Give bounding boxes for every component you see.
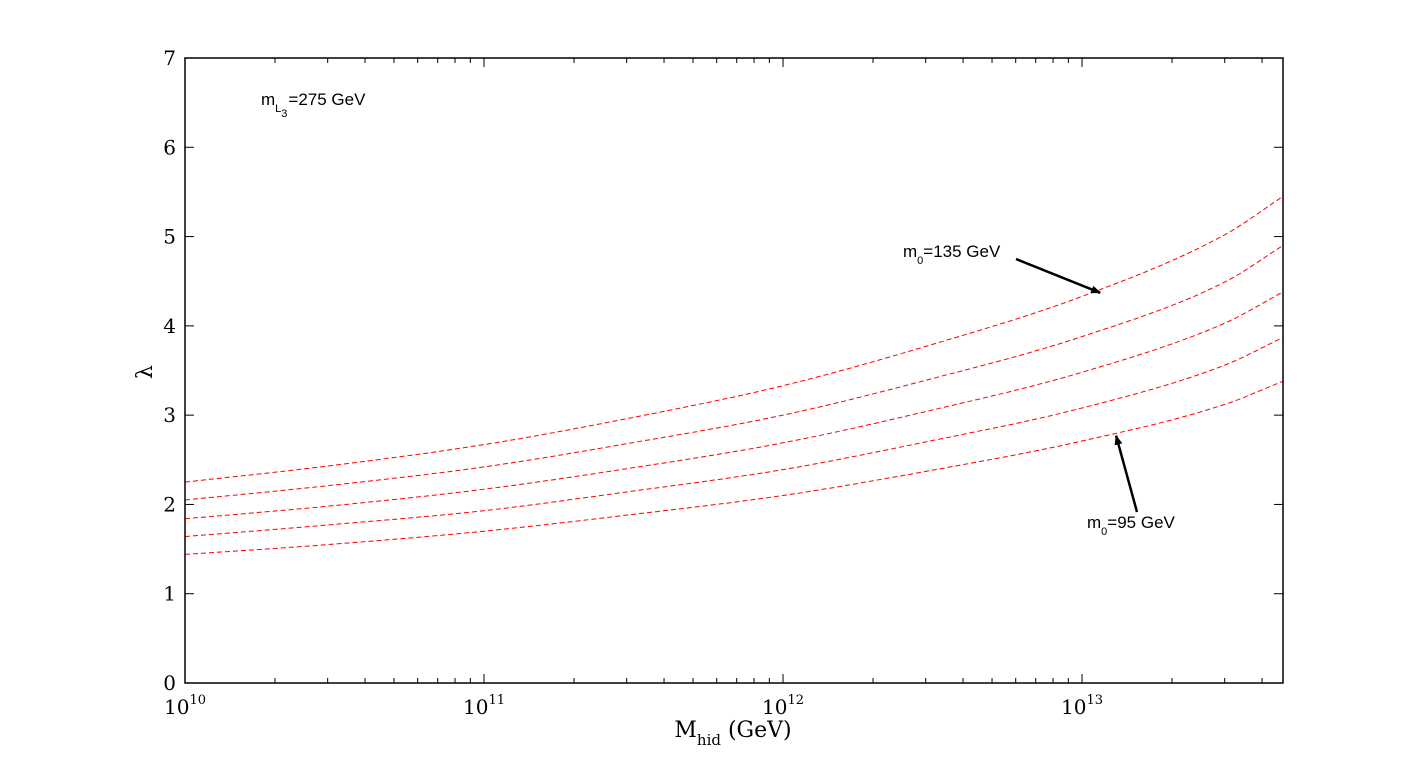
series-line-2: [184, 245, 1284, 501]
x-tick-label-exp: 13: [1086, 693, 1103, 708]
annotation-m0-135-sub: 0: [917, 255, 923, 267]
annotation-m0-135-main: m: [903, 242, 917, 261]
series-line-3: [184, 291, 1284, 520]
x-axis-title-main: M: [674, 718, 697, 743]
series-line-5: [184, 380, 1284, 555]
series-line-4: [184, 337, 1284, 538]
annotation-m0-95-rest: =95 GeV: [1107, 513, 1175, 532]
y-tick-label: 4: [163, 314, 176, 338]
annotation-m0-95: m0=95 GeV: [1087, 513, 1176, 538]
x-tick-label: 1012: [762, 693, 804, 719]
annotation-m0-135-rest: =135 GeV: [923, 242, 1001, 261]
annotation-mL3: mL3=275 GeV: [261, 90, 366, 120]
x-tick-label-base: 10: [1061, 695, 1086, 719]
annotation-m0-95-main: m: [1087, 513, 1101, 532]
x-tick-label-exp: 10: [189, 693, 206, 708]
ticks-layer: [184, 57, 1283, 684]
y-tick-label: 2: [163, 492, 176, 516]
x-axis-title-rest: (GeV): [721, 718, 792, 743]
annotation-mL3-sub: L: [275, 103, 281, 115]
y-axis-title: λ: [133, 365, 158, 379]
x-axis-title-sub: hid: [697, 731, 721, 749]
x-tick-label-exp: 12: [787, 693, 804, 708]
y-tick-label: 6: [163, 135, 176, 159]
annotation-mL3-main: m: [261, 90, 275, 109]
series-layer: [184, 195, 1284, 555]
y-tick-label: 3: [163, 403, 176, 427]
y-tick-label: 5: [163, 225, 176, 249]
x-axis-title: Mhid (GeV): [674, 718, 791, 749]
annotation-m0-95-sub: 0: [1101, 526, 1107, 538]
y-tick-label: 7: [163, 46, 176, 70]
x-tick-label: 1013: [1061, 693, 1103, 719]
x-tick-label-base: 10: [762, 695, 787, 719]
annotation-m0-135: m0=135 GeV: [903, 242, 1001, 267]
x-tick-label-base: 10: [463, 695, 488, 719]
annotation-mL3-rest: =275 GeV: [288, 90, 366, 109]
x-tick-label: 1010: [164, 693, 206, 719]
series-line-1: [184, 195, 1284, 483]
y-tick-label: 0: [163, 671, 176, 695]
annotation-arrow-135: [1015, 257, 1102, 294]
annotation-arrow-95: [1114, 434, 1139, 513]
x-tick-label-base: 10: [164, 695, 189, 719]
annotation-mL3-subsub: 3: [281, 108, 287, 120]
x-tick-label-exp: 11: [488, 693, 505, 708]
x-tick-label: 1011: [463, 693, 505, 719]
y-tick-label: 1: [163, 582, 176, 606]
plot-frame: [184, 57, 1284, 684]
